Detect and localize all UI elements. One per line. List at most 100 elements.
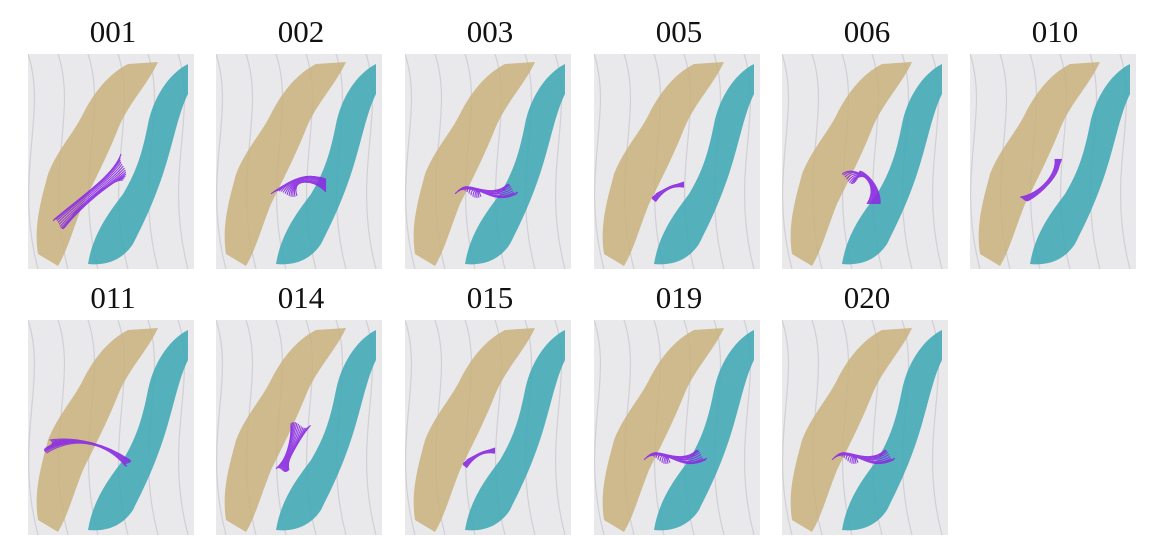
gyrus-teal — [654, 330, 754, 531]
surface-fold — [970, 54, 981, 269]
subject-label: 003 — [466, 14, 514, 49]
subject-label: 014 — [277, 280, 325, 315]
subject-label: 010 — [1031, 14, 1079, 49]
surface-fold — [28, 54, 39, 269]
brain-surface-render — [28, 54, 194, 269]
fiber-bundle — [1019, 158, 1063, 202]
fiber-bundle — [643, 449, 708, 465]
fiber-tract — [281, 425, 301, 471]
subject-panel: 001 — [28, 12, 198, 270]
fiber-tract — [64, 177, 125, 227]
gyrus-teal — [88, 330, 188, 531]
subject-label: 005 — [655, 14, 703, 49]
surface-fold — [405, 54, 416, 269]
brain-surface-render — [28, 320, 194, 535]
gyrus-teal — [465, 330, 565, 531]
subject-label: 006 — [843, 14, 891, 49]
brain-surface-render — [405, 320, 571, 535]
surface-fold — [405, 320, 416, 535]
brain-surface-render — [405, 54, 571, 269]
gyrus-teal — [842, 330, 942, 531]
fiber-tract — [282, 426, 303, 472]
subject-panel: 006 — [782, 12, 952, 270]
fiber-tract — [287, 424, 311, 471]
fiber-tract — [466, 186, 512, 193]
fiber-tract — [286, 179, 327, 196]
fiber-tract — [280, 176, 327, 192]
fiber-tract — [280, 423, 300, 470]
subject-panel: 015 — [405, 278, 575, 536]
brain-surface-render — [216, 54, 382, 269]
brain-surface-render — [782, 320, 948, 535]
gyrus-teal — [842, 64, 942, 265]
subject-panel: 005 — [594, 12, 764, 270]
fiber-tract — [295, 181, 327, 197]
surface-fold — [28, 320, 39, 535]
gyrus-tan — [413, 328, 535, 532]
subject-panel: 003 — [405, 12, 575, 270]
gyrus-teal — [654, 64, 754, 265]
surface-fold — [216, 320, 227, 535]
subject-label: 011 — [90, 280, 136, 315]
fiber-tract — [466, 452, 496, 469]
gyrus-tan — [224, 328, 346, 532]
fiber-tract — [55, 159, 121, 220]
subject-panel: 020 — [782, 278, 952, 536]
fiber-tract — [278, 422, 297, 469]
surface-fold — [594, 54, 605, 269]
fiber-tract — [58, 165, 124, 225]
gyrus-tan — [36, 62, 159, 266]
subject-panel: 019 — [594, 278, 764, 536]
surface-fold — [782, 320, 793, 535]
surface-fold — [216, 54, 227, 269]
fiber-tract — [1032, 158, 1063, 198]
fiber-tract — [279, 422, 298, 469]
brain-surface-render — [782, 54, 948, 269]
fiber-tract — [65, 179, 124, 225]
fiber-bundle — [275, 421, 311, 473]
fiber-tract — [57, 163, 123, 223]
gyrus-tan — [413, 62, 535, 266]
fiber-tract — [843, 452, 889, 459]
gyrus-tan — [602, 62, 724, 266]
subject-label: 002 — [277, 14, 325, 49]
fiber-tract — [282, 177, 327, 193]
brain-surface-render — [970, 54, 1136, 269]
subject-label: 001 — [89, 14, 137, 49]
subject-panel: 011 — [28, 278, 198, 536]
fiber-tract — [667, 455, 708, 463]
subject-label: 020 — [843, 280, 891, 315]
subject-panel: 014 — [216, 278, 386, 536]
gyrus-tan — [790, 62, 912, 266]
subject-panel: 002 — [216, 12, 386, 270]
subject-label: 015 — [466, 280, 514, 315]
fiber-bundle — [651, 181, 685, 203]
fiber-tract — [859, 170, 881, 205]
fiber-tract — [284, 178, 327, 194]
fiber-tract — [855, 455, 896, 463]
brain-surface-render — [594, 320, 760, 535]
fiber-tract — [478, 189, 519, 197]
fiber-bundle — [270, 175, 327, 198]
fiber-tract — [288, 180, 327, 197]
gyrus-teal — [276, 330, 376, 531]
surface-fold — [782, 54, 793, 269]
gyrus-teal — [88, 64, 188, 265]
fiber-bundle — [462, 447, 496, 469]
gyrus-teal — [1030, 64, 1130, 265]
brain-surface-render — [216, 320, 382, 535]
subject-label: 019 — [655, 280, 703, 315]
fiber-tract — [46, 442, 128, 467]
gyrus-tan — [224, 62, 346, 266]
surface-fold — [594, 320, 605, 535]
fiber-bundle — [454, 183, 519, 199]
gyrus-teal — [465, 64, 565, 265]
fiber-bundle — [52, 153, 127, 230]
fiber-bundle — [831, 449, 896, 465]
fiber-bundle — [841, 170, 881, 205]
fiber-tract — [56, 161, 122, 221]
fiber-bundle — [43, 438, 132, 467]
fiber-tract — [655, 186, 685, 203]
brain-surface-render — [594, 54, 760, 269]
